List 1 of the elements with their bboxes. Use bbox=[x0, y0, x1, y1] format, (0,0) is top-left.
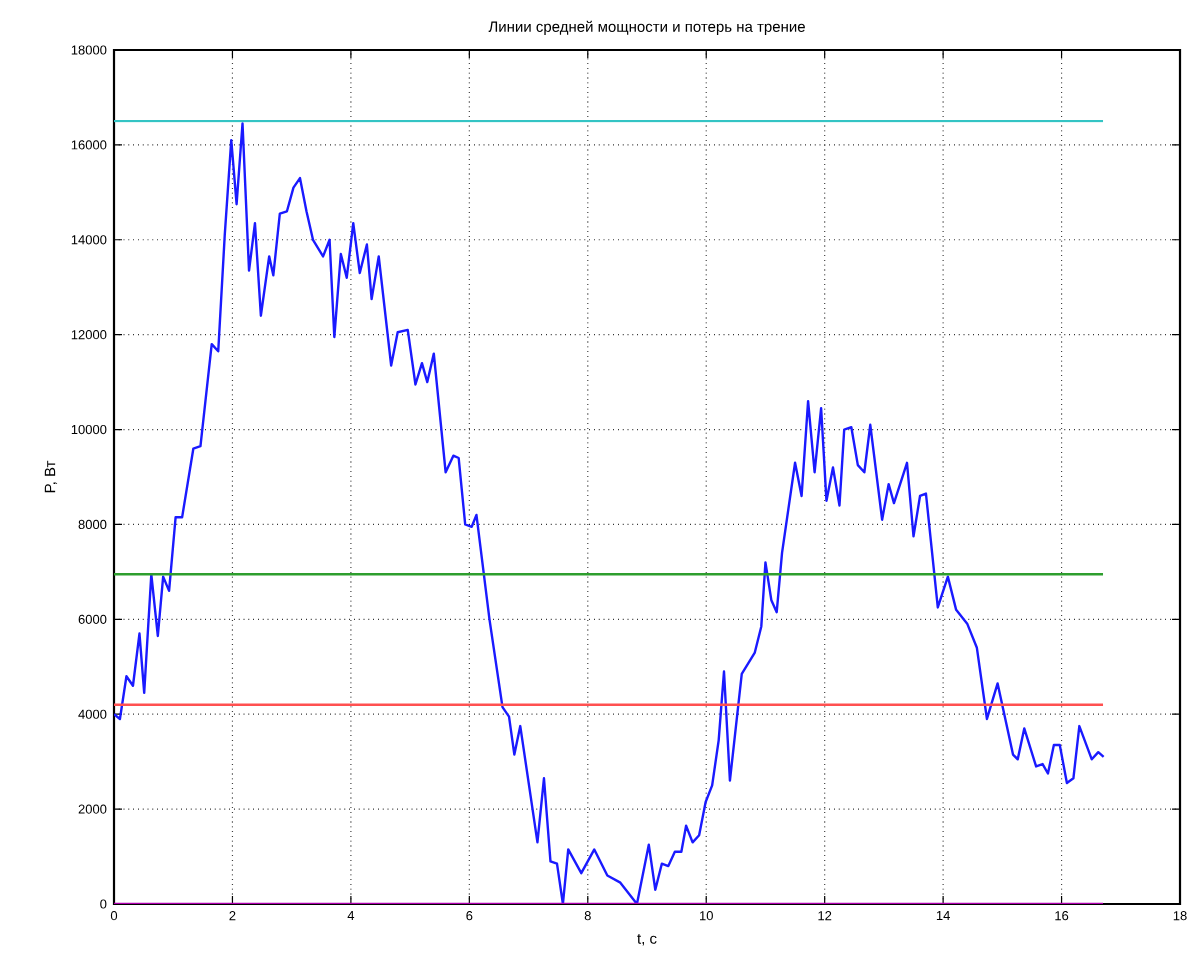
line-series bbox=[114, 122, 1105, 904]
